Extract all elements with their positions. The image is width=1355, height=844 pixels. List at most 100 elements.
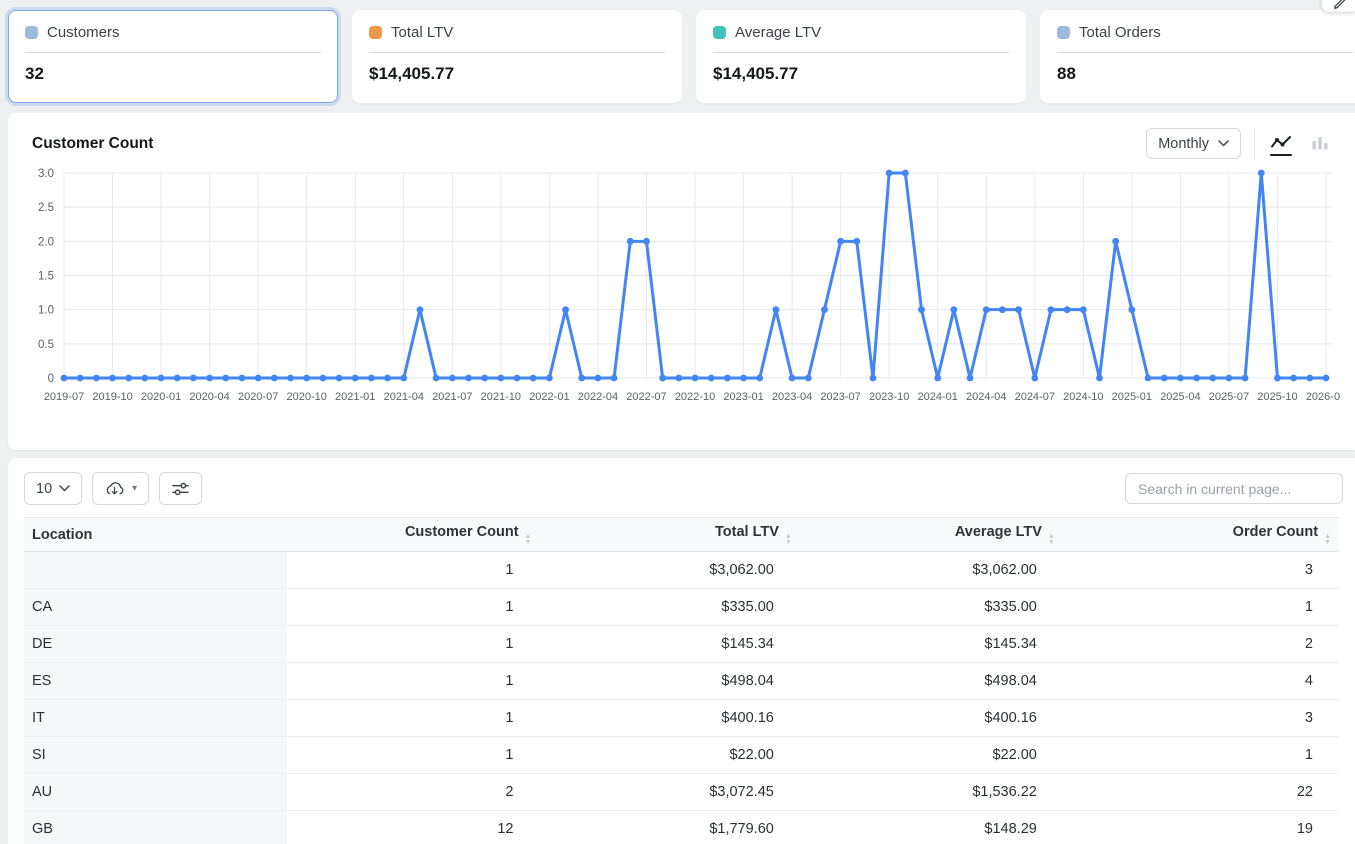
chart-point — [335, 374, 343, 382]
x-axis-label: 2024-04 — [966, 391, 1006, 403]
chart-point — [60, 374, 68, 382]
column-header-total-ltv[interactable]: Total LTV ▲ ▼ — [539, 517, 800, 552]
column-header-customer-count[interactable]: Customer Count ▲ ▼ — [287, 517, 540, 552]
cell-value: $145.34 — [799, 625, 1063, 663]
edit-icon — [1334, 0, 1346, 9]
x-axis-label: 2021-07 — [432, 391, 472, 403]
search-input[interactable] — [1125, 473, 1343, 504]
line-chart-icon — [1271, 135, 1291, 147]
chart-point — [1176, 374, 1184, 382]
x-axis-label: 2025-07 — [1209, 391, 1249, 403]
cell-value: $400.16 — [539, 699, 800, 737]
chart-point — [1241, 374, 1249, 382]
chart-point — [1306, 374, 1314, 382]
metric-card-total-ltv[interactable]: Total LTV $14,405.77 — [352, 10, 682, 103]
cell-value: $22.00 — [799, 736, 1063, 774]
table-row: ES 1 $498.04 $498.04 4 — [24, 662, 1339, 700]
chart-point — [740, 374, 747, 382]
chart-point — [529, 374, 537, 382]
x-axis-label: 2019-10 — [92, 391, 132, 403]
cell-value: $1,536.22 — [799, 773, 1063, 811]
page-size-select[interactable]: 10 — [24, 472, 83, 505]
cell-value: 12 — [287, 810, 540, 844]
sort-arrows-icon: ▲ ▼ — [1324, 532, 1331, 546]
chart-point — [934, 374, 942, 382]
floating-edit-button[interactable] — [1321, 0, 1355, 13]
metric-card-customers[interactable]: Customers 32 — [8, 10, 338, 103]
cell-value: $1,779.60 — [539, 810, 800, 844]
sort-arrows-icon: ▲ ▼ — [524, 532, 532, 546]
interval-select-value: Monthly — [1158, 135, 1209, 152]
x-axis-label: 2019-07 — [44, 391, 84, 403]
chart-point — [125, 374, 133, 382]
chart-point — [254, 374, 262, 382]
cell-value: $498.04 — [539, 662, 800, 700]
chart-point — [368, 374, 375, 382]
sliders-icon — [172, 482, 189, 495]
chart-point — [578, 374, 586, 382]
x-axis-label: 2024-07 — [1015, 391, 1055, 403]
metric-label: Total Orders — [1079, 24, 1161, 41]
chart-point — [982, 306, 990, 314]
line-chart-toggle[interactable] — [1268, 132, 1294, 156]
chart-point — [691, 374, 699, 382]
chart-point — [610, 374, 618, 382]
table-header-row: Location Customer Count ▲ ▼ Total LTV ▲ ▼ Avera… — [24, 517, 1339, 552]
y-axis-label: 0 — [48, 373, 54, 385]
interval-select[interactable]: Monthly — [1146, 128, 1241, 159]
chart-point — [950, 306, 958, 314]
chart-point — [303, 374, 311, 382]
cell-value: 3 — [1062, 551, 1339, 589]
metric-value: 32 — [25, 64, 44, 83]
customers-swatch-icon — [25, 26, 38, 39]
x-axis-label: 2021-01 — [335, 391, 375, 403]
x-axis-label: 2025-01 — [1112, 391, 1152, 403]
chart-point — [707, 374, 715, 382]
y-axis-label: 0.5 — [38, 339, 54, 351]
chart-point — [448, 374, 456, 382]
x-axis-label: 2026-01 — [1306, 391, 1340, 403]
bar-chart-toggle[interactable] — [1307, 132, 1333, 156]
cell-value: 1 — [287, 588, 540, 626]
chart-point — [1096, 374, 1103, 382]
chart-point — [869, 374, 877, 382]
cell-location — [24, 551, 287, 589]
divider — [1254, 128, 1255, 159]
metric-card-average-ltv[interactable]: Average LTV $14,405.77 — [696, 10, 1026, 103]
column-header-location: Location — [24, 517, 287, 552]
column-header-order-count[interactable]: Order Count ▲ ▼ — [1062, 517, 1339, 552]
x-axis-label: 2020-10 — [287, 391, 327, 403]
chart-point — [351, 374, 359, 382]
chart-point — [76, 374, 84, 382]
metric-card-total-orders[interactable]: Total Orders 88 — [1040, 10, 1355, 103]
chart-point — [513, 374, 521, 382]
chart-point — [173, 374, 181, 382]
chart-point — [999, 306, 1006, 314]
cell-value: 1 — [1062, 736, 1339, 774]
chevron-down-icon — [1218, 140, 1229, 147]
cell-location: AU — [24, 773, 287, 811]
x-axis-label: 2020-01 — [141, 391, 181, 403]
chart-point — [659, 374, 667, 382]
metric-value: $14,405.77 — [369, 64, 455, 83]
active-indicator — [1270, 153, 1292, 156]
export-button[interactable]: ▾ — [92, 472, 150, 505]
x-axis-label: 2020-07 — [238, 391, 278, 403]
table-body: 1 $3,062.00 $3,062.00 3 CA 1 $335.00 $335.00 1 DE… — [24, 551, 1339, 844]
chart-point — [1031, 374, 1039, 382]
cell-location: GB — [24, 810, 287, 844]
divider — [1057, 52, 1353, 53]
chart-point — [432, 374, 440, 382]
cell-value: $148.29 — [799, 810, 1063, 844]
column-header-average-ltv[interactable]: Average LTV ▲ ▼ — [799, 517, 1063, 552]
customer-count-chart: 0 0.5 1.0 1.5 2.0 2.5 3.0 2019-07 2019-10 2020-01… — [38, 168, 1346, 403]
cell-value: $498.04 — [799, 662, 1063, 700]
chart-point — [109, 374, 116, 382]
cell-value: 1 — [287, 736, 540, 774]
table-settings-button[interactable] — [159, 472, 203, 505]
divider — [369, 52, 665, 53]
chart-point — [497, 374, 505, 382]
chart-point — [562, 306, 569, 314]
chart-point — [287, 374, 294, 382]
total-orders-swatch-icon — [1057, 26, 1070, 39]
